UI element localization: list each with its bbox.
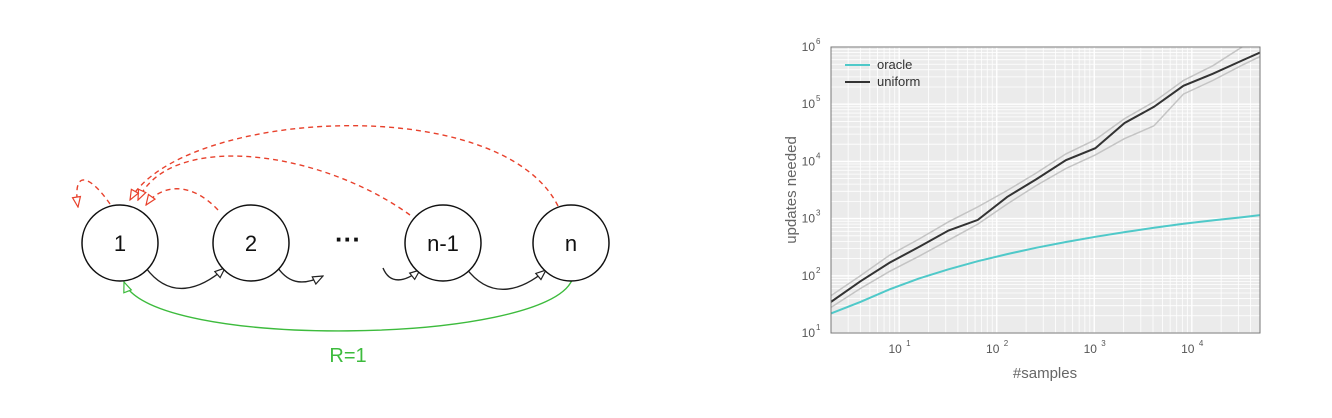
state-node-2 <box>212 204 290 282</box>
state-node-n-minus-1 <box>404 204 482 282</box>
reset-edge-n-to-1 <box>130 125 559 207</box>
x-tick-exponent: 1 <box>906 339 911 348</box>
legend-label-oracle: oracle <box>877 57 912 72</box>
y-tick-label: 10 <box>802 154 816 168</box>
state-label-n-minus-1: n-1 <box>427 231 459 256</box>
state-label-2: 2 <box>245 231 257 256</box>
x-tick-exponent: 4 <box>1199 339 1204 348</box>
reward-label: R=1 <box>329 345 366 367</box>
plot-background <box>831 47 1260 333</box>
forward-edge-2-out <box>277 267 323 282</box>
band-high-uniform <box>831 47 1244 297</box>
state-label-n: n <box>565 231 577 256</box>
x-tick-label: 10 <box>1084 342 1098 356</box>
reset-edge-n1-to-1 <box>138 155 411 216</box>
self-loop-edge-1 <box>77 179 111 207</box>
x-tick-label: 10 <box>889 342 903 356</box>
y-tick-label: 10 <box>802 269 816 283</box>
reset-edge-2-to-1 <box>146 188 219 211</box>
tick-labels: 10 1 10 2 10 3 10 410 110 210 310 410 510 6 <box>802 37 1204 356</box>
y-tick-exponent: 5 <box>816 94 821 103</box>
y-axis-label: updates needed <box>783 136 800 244</box>
legend: oracle uniform <box>845 57 920 89</box>
forward-edge-n1-to-n <box>465 267 546 290</box>
y-tick-label: 10 <box>802 326 816 340</box>
y-tick-exponent: 1 <box>816 323 821 332</box>
x-axis-label: #samples <box>1013 365 1077 382</box>
x-tick-label: 10 <box>1181 342 1195 356</box>
y-tick-exponent: 6 <box>816 37 821 46</box>
y-tick-label: 10 <box>802 97 816 111</box>
band-low-uniform <box>831 55 1260 309</box>
reward-edge-n-to-1 <box>124 279 573 332</box>
x-tick-label: 10 <box>986 342 1000 356</box>
state-label-1: 1 <box>114 231 126 256</box>
chain-mdp-diagram: 1 2 ··· n-1 n R=1 <box>0 125 610 367</box>
plot-area <box>831 47 1260 333</box>
forward-edge-into-n1 <box>382 267 420 281</box>
forward-edge-1-to-2 <box>145 268 225 290</box>
y-tick-exponent: 3 <box>816 209 821 218</box>
ellipsis-label: ··· <box>335 224 361 254</box>
state-node-n <box>532 204 610 282</box>
series-line-oracle <box>831 214 1260 315</box>
y-tick-label: 10 <box>802 212 816 226</box>
y-tick-label: 10 <box>802 40 816 54</box>
x-tick-exponent: 2 <box>1004 339 1009 348</box>
series-layer <box>831 47 1260 315</box>
plot-frame <box>830 46 1261 334</box>
state-node-1 <box>81 204 159 282</box>
x-tick-exponent: 3 <box>1101 339 1106 348</box>
legend-label-uniform: uniform <box>877 74 920 89</box>
y-tick-exponent: 4 <box>816 151 821 160</box>
series-line-uniform <box>831 51 1260 303</box>
y-tick-exponent: 2 <box>816 266 821 275</box>
